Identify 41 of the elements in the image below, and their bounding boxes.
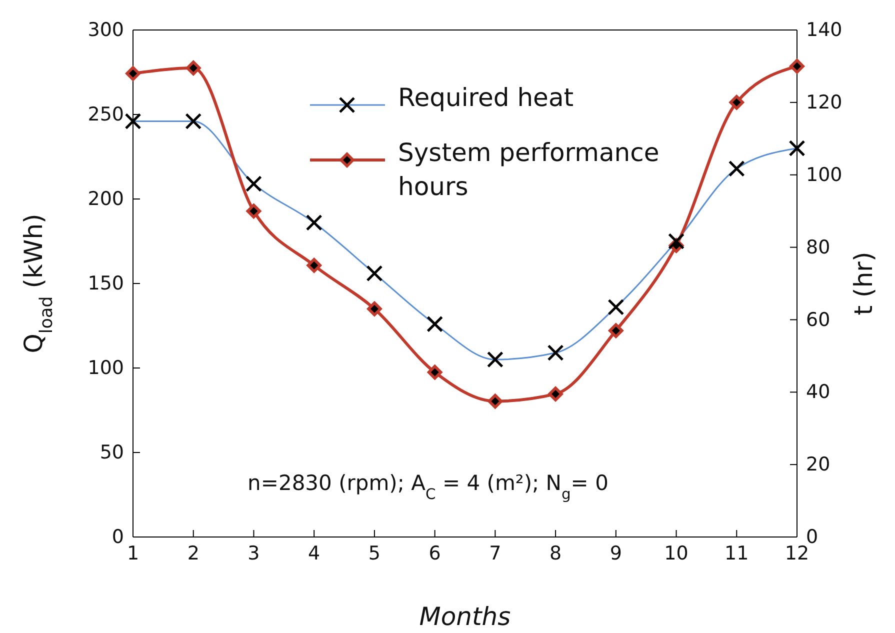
y2-tick-label: 100 [806, 164, 842, 186]
x-tick-label: 7 [489, 542, 502, 564]
point [728, 94, 745, 110]
x-tick-label: 5 [368, 542, 380, 564]
y-tick-label: 0 [112, 526, 124, 548]
y2-tick-label: 80 [806, 236, 830, 258]
x-tick-label: 8 [550, 542, 562, 564]
y-tick-label: 50 [100, 442, 124, 464]
point [487, 393, 504, 410]
legend-label: Required heat [398, 83, 574, 112]
x-tick-label: 4 [308, 542, 320, 564]
x-axis-title: Months [419, 602, 511, 631]
y-tick-label: 250 [88, 104, 124, 126]
y-tick-label: 200 [88, 188, 124, 210]
point [185, 60, 202, 76]
x-tick-label: 1 [126, 542, 140, 564]
point [366, 300, 382, 317]
legend-label: System performance hours [398, 138, 660, 201]
y2-tick-label: 20 [806, 454, 830, 476]
point [608, 322, 624, 339]
point [426, 364, 443, 380]
point [246, 203, 262, 220]
x-tick-label: 9 [610, 542, 622, 564]
point [306, 257, 322, 274]
y2-tick-label: 120 [806, 92, 842, 114]
annotation: n=2830 (rpm); A$_{C}$ = 4 (m²); N$_{g}$= 0 [248, 471, 608, 502]
x-tick-label: 3 [248, 542, 260, 564]
x-tick-label: 10 [664, 542, 688, 564]
x-tick-label: 2 [187, 542, 200, 564]
y2-axis-title: t (hr) [849, 252, 878, 316]
point [548, 386, 564, 402]
y2-tick-label: 140 [806, 19, 842, 42]
y2-tick-label: 40 [806, 381, 830, 404]
y-tick-label: 150 [88, 272, 124, 295]
point [125, 65, 141, 82]
x-tick-label: 11 [724, 542, 749, 564]
x-tick-label: 6 [428, 542, 441, 564]
y2-tick-label: 60 [806, 308, 830, 331]
y-tick-label: 300 [88, 19, 124, 42]
point [789, 58, 805, 74]
y-tick-label: 100 [88, 357, 124, 380]
